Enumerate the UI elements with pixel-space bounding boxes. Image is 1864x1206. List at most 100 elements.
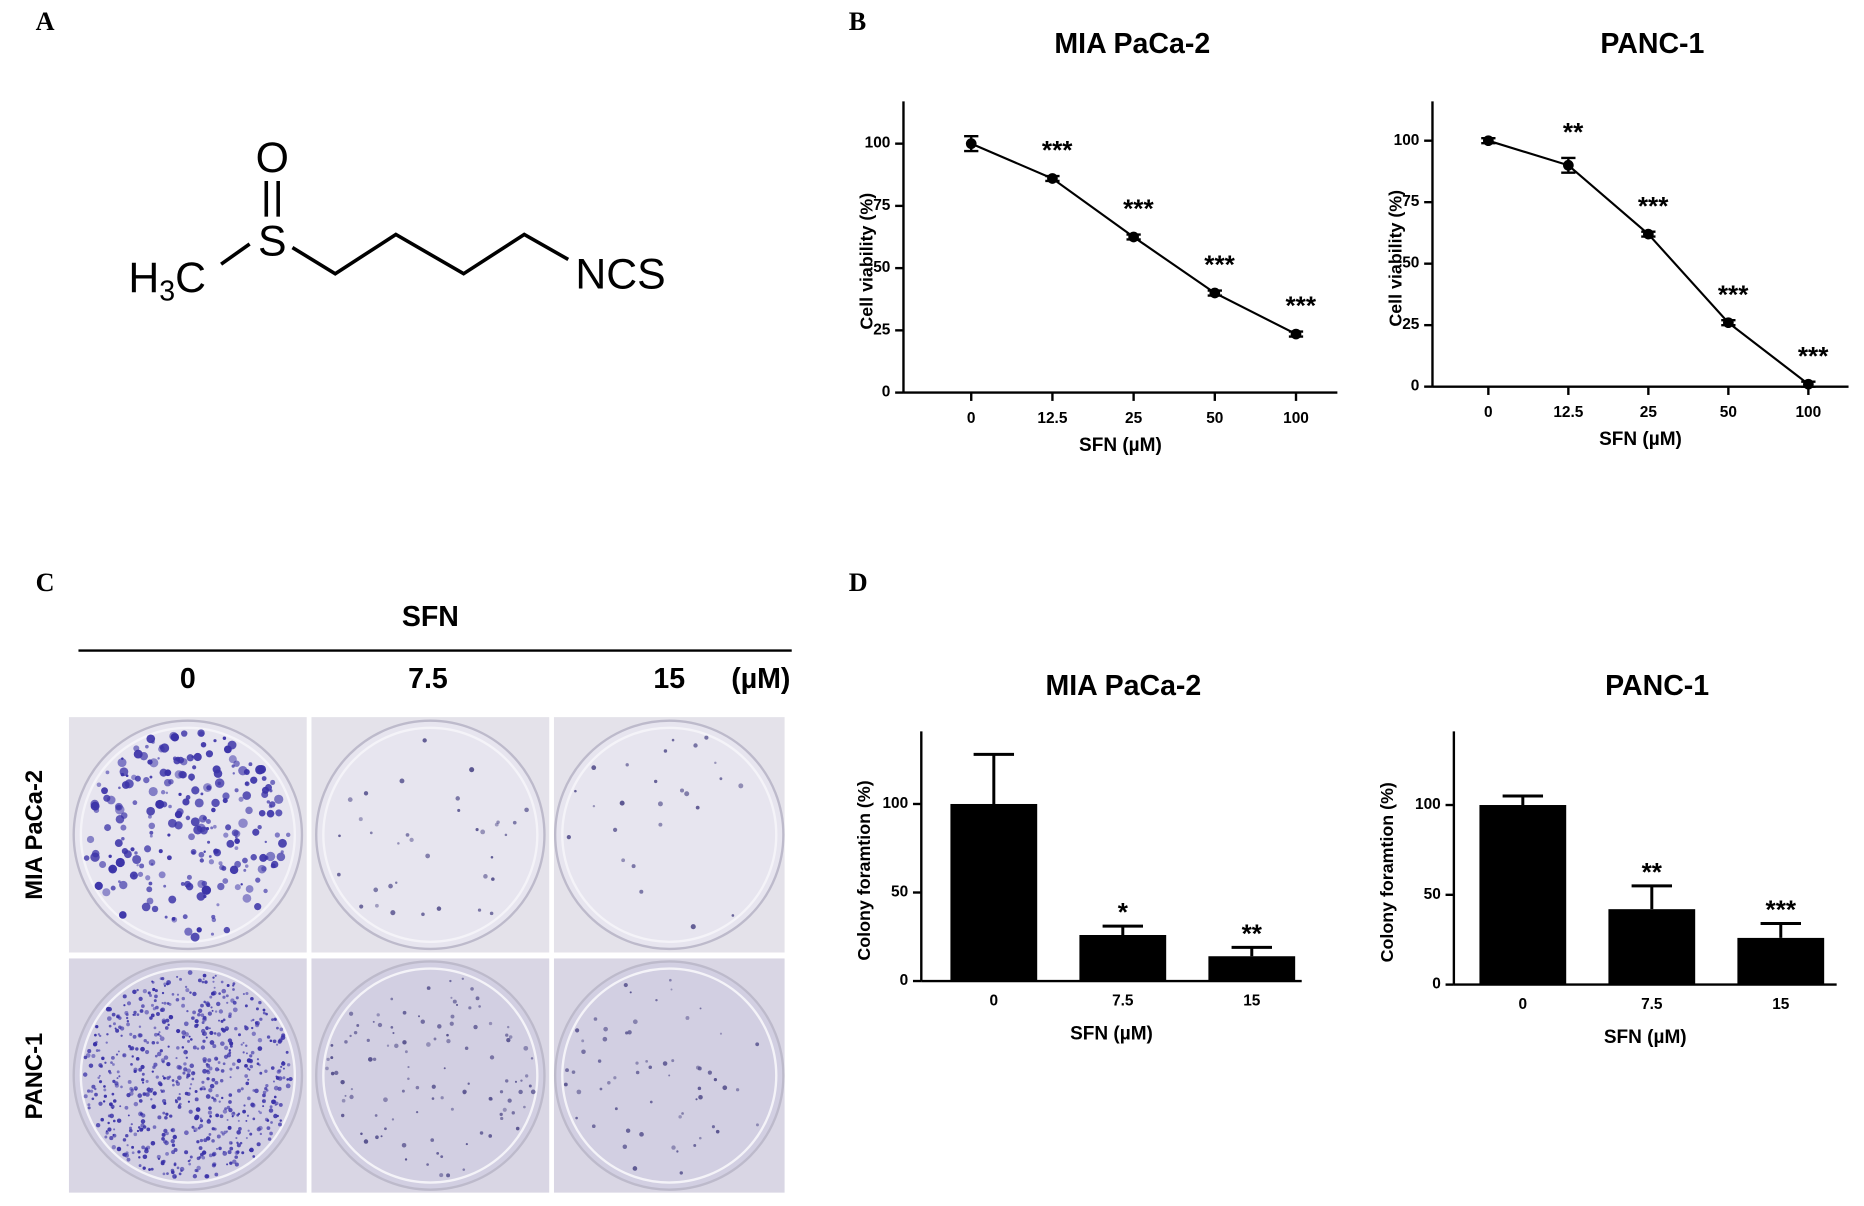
colony	[452, 999, 457, 1004]
colony	[92, 1041, 98, 1047]
colony	[248, 1068, 251, 1071]
colony	[87, 1103, 91, 1107]
colony	[229, 865, 239, 875]
colony	[243, 1104, 246, 1107]
colony	[129, 871, 138, 880]
colony	[139, 1009, 144, 1013]
colony	[276, 1026, 279, 1030]
colony	[565, 1068, 569, 1073]
colony	[489, 1097, 493, 1101]
colony	[469, 767, 475, 773]
colony	[257, 825, 262, 830]
error-bar	[1631, 884, 1673, 910]
significance: **	[1563, 117, 1584, 147]
colony	[152, 1091, 157, 1096]
colony	[139, 1112, 143, 1116]
colony	[116, 1015, 120, 1019]
colony	[220, 1019, 224, 1023]
colony	[506, 1025, 510, 1029]
colony	[147, 814, 152, 819]
colony	[150, 1098, 153, 1101]
colony	[344, 1040, 348, 1044]
colony	[388, 883, 393, 889]
colony	[250, 1050, 255, 1055]
x-axis-label: SFN (µM)	[1070, 1024, 1153, 1045]
colony	[200, 1045, 206, 1050]
colony	[133, 1013, 137, 1017]
colony	[269, 1039, 273, 1043]
y-tick-label: 25	[1402, 316, 1420, 333]
colony	[180, 881, 185, 886]
colony	[138, 1025, 142, 1028]
colony	[155, 799, 165, 809]
x-tick-label: 15	[1772, 996, 1790, 1013]
colony	[236, 1113, 240, 1117]
colony	[139, 863, 145, 869]
colony	[111, 1056, 115, 1060]
colony	[91, 1097, 95, 1101]
colony	[232, 982, 236, 986]
colony	[264, 1117, 269, 1122]
colony	[94, 1087, 97, 1091]
colony	[161, 991, 165, 995]
colony	[185, 1075, 189, 1079]
colony	[593, 1017, 598, 1021]
colony	[201, 980, 205, 984]
colony	[175, 1081, 181, 1086]
colony	[515, 1126, 520, 1131]
colony	[101, 1056, 105, 1061]
colony	[256, 1142, 261, 1147]
colony	[112, 1022, 116, 1026]
colony	[211, 1078, 216, 1082]
dish	[315, 960, 546, 1191]
colony	[259, 1111, 262, 1115]
colony	[240, 1043, 243, 1046]
colony	[225, 994, 229, 998]
colony	[150, 1090, 153, 1093]
dish-rim	[322, 726, 539, 943]
colony	[274, 832, 280, 838]
colony	[221, 1096, 224, 1100]
colony	[244, 1025, 247, 1028]
colony	[232, 772, 235, 775]
colony	[504, 833, 508, 837]
colony	[151, 980, 155, 984]
colony	[240, 883, 243, 886]
colony	[211, 798, 220, 808]
colony	[189, 1087, 192, 1090]
colony	[141, 1078, 145, 1082]
colony	[206, 1070, 211, 1075]
colony	[148, 859, 156, 866]
colony	[214, 1172, 219, 1177]
colony	[254, 903, 262, 911]
colony	[195, 1107, 201, 1112]
colony	[236, 1130, 241, 1135]
colony	[671, 1059, 675, 1063]
colony	[390, 1025, 394, 1029]
colony	[98, 1049, 101, 1052]
colony	[219, 1114, 224, 1119]
colony	[229, 1067, 233, 1071]
colony	[111, 1012, 116, 1017]
colony	[209, 1040, 215, 1045]
bar	[1079, 934, 1167, 982]
x-tick-label: 100	[1283, 410, 1309, 427]
colony	[217, 1061, 221, 1064]
colony	[715, 1129, 720, 1134]
colony	[340, 1079, 345, 1085]
colony	[597, 1059, 602, 1063]
colony	[218, 1019, 221, 1022]
colony	[176, 975, 179, 978]
colony	[196, 823, 206, 833]
colony	[267, 1137, 272, 1141]
colony	[226, 1105, 231, 1110]
colony	[433, 1037, 437, 1041]
colony	[164, 1140, 169, 1146]
panel-label: B	[849, 7, 866, 36]
colony	[181, 996, 185, 1001]
colony	[171, 917, 176, 921]
colony	[193, 1130, 196, 1133]
colony	[114, 1081, 119, 1086]
colony	[678, 1115, 682, 1119]
colony	[262, 1008, 266, 1012]
